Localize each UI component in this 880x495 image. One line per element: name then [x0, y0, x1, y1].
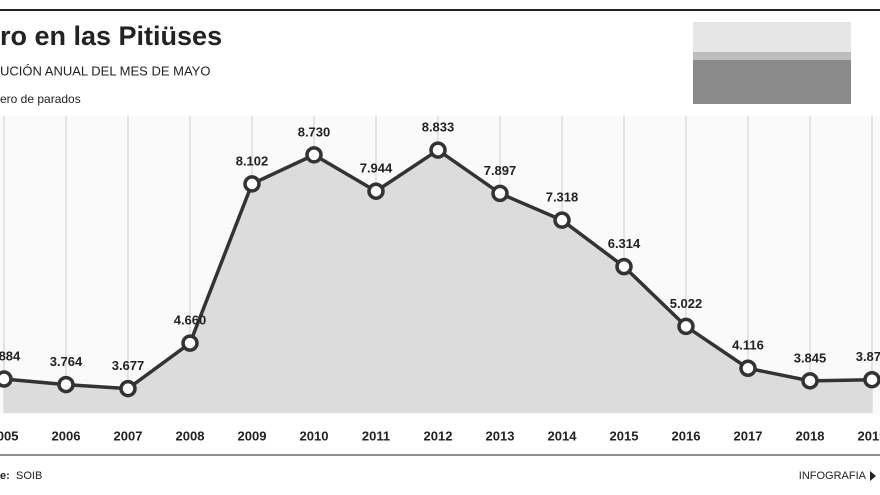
y-axis-label: ero de parados: [0, 92, 81, 106]
point: [553, 211, 571, 229]
chart-title: ro en las Pitiüses: [0, 21, 222, 51]
x-tick-label: 2010: [300, 428, 329, 443]
point: [0, 370, 13, 388]
value-label: 8.730: [298, 124, 331, 139]
area: [4, 150, 872, 414]
x-tick-label: 2007: [114, 428, 143, 443]
x-tick-label: 2012: [424, 428, 453, 443]
value-label: 3.870: [856, 349, 880, 364]
chart-subtitle: UCIÓN ANUAL DEL MES DE MAYO: [0, 63, 210, 78]
value-label: 7.318: [546, 190, 579, 205]
point: [57, 375, 75, 394]
source-label: e:: [0, 470, 10, 482]
source: SOIB: [16, 470, 42, 482]
value-label: 3.845: [794, 350, 827, 365]
x-tick-label: 2015: [610, 428, 639, 443]
value-label: 5.022: [670, 296, 703, 311]
point: [429, 141, 447, 159]
value-label: 8.102: [236, 153, 269, 168]
value-label: 3.884: [0, 348, 21, 363]
x-tick-label: 2011: [362, 428, 390, 443]
value-label: 7.944: [360, 161, 393, 176]
x-tick-label: 2018: [796, 428, 825, 443]
point: [801, 372, 819, 390]
point: [677, 317, 695, 336]
x-tick-label: 2008: [176, 428, 205, 443]
x-tick-label: 2014: [548, 428, 578, 443]
value-label: 6.314: [608, 236, 641, 251]
point: [305, 146, 323, 164]
value-label: 3.764: [50, 354, 83, 369]
credit: INFOGRAFIA: [799, 470, 867, 482]
photo: [693, 22, 851, 104]
x-tick-label: 2019: [858, 428, 880, 443]
x-tick-label: 2017: [734, 428, 763, 443]
point: [367, 182, 385, 200]
x-tick-label: 2016: [672, 428, 701, 443]
x-tick-label: 2005: [0, 428, 18, 443]
point: [863, 370, 880, 389]
credit-arrow: [870, 471, 876, 481]
point: [243, 175, 261, 193]
value-label: 8.833: [422, 120, 455, 135]
value-label: 4.116: [732, 338, 764, 353]
point: [181, 334, 199, 352]
point: [739, 359, 757, 378]
value-label: 7.897: [484, 163, 517, 178]
point: [119, 379, 137, 398]
point: [615, 257, 633, 276]
x-tick-label: 2013: [486, 428, 515, 443]
x-tick-label: 2009: [238, 428, 267, 443]
point: [491, 184, 509, 203]
value-label: 3.677: [112, 358, 145, 373]
x-tick-label: 2006: [52, 428, 81, 443]
value-label: 4.660: [174, 313, 207, 328]
